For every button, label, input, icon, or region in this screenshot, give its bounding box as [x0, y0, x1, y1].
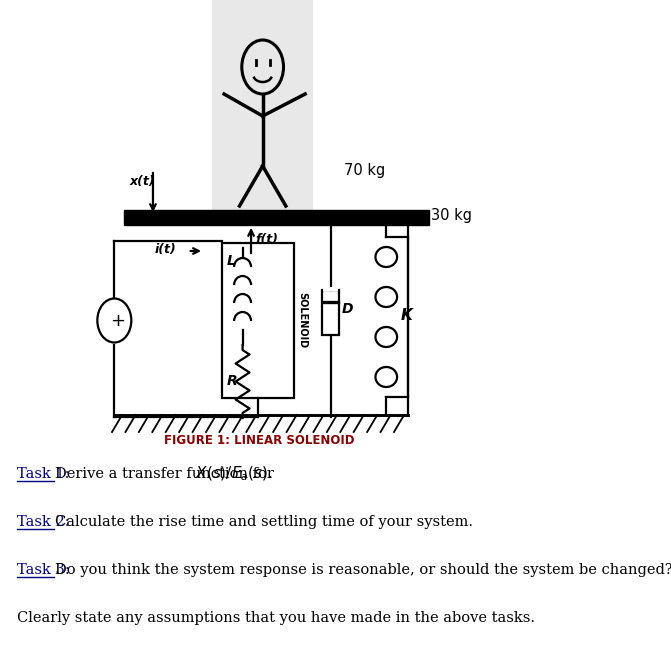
Text: L: L [226, 254, 236, 268]
Bar [223, 243, 294, 398]
Text: R: R [226, 374, 237, 388]
Text: x(t): x(t) [130, 175, 156, 188]
Text: SOLENOID: SOLENOID [297, 293, 307, 349]
Text: Task 1:: Task 1: [17, 467, 74, 481]
Text: 70 kg: 70 kg [344, 163, 385, 178]
Text: Clearly state any assumptions that you have made in the above tasks.: Clearly state any assumptions that you h… [17, 611, 535, 625]
Bar [322, 290, 339, 335]
Text: K: K [400, 308, 412, 323]
Text: FIGURE 1: LINEAR SOLENOID: FIGURE 1: LINEAR SOLENOID [164, 434, 354, 446]
Text: Task 3:: Task 3: [17, 563, 74, 577]
Bar [323, 287, 338, 291]
Text: $X(s)/E_a(s).$: $X(s)/E_a(s).$ [195, 464, 272, 483]
Text: Calculate the rise time and settling time of your system.: Calculate the rise time and settling tim… [55, 515, 473, 529]
Text: +: + [111, 312, 125, 330]
Text: Derive a transfer function for: Derive a transfer function for [55, 467, 278, 481]
Text: 30 kg: 30 kg [431, 208, 472, 223]
Text: D: D [342, 301, 353, 316]
Text: Do you think the system response is reasonable, or should the system be changed?: Do you think the system response is reas… [55, 563, 671, 577]
Text: i(t): i(t) [154, 243, 176, 256]
Text: f(t): f(t) [255, 233, 278, 246]
Text: Task 2:: Task 2: [17, 515, 74, 529]
Bar [213, 0, 313, 220]
Bar [123, 210, 429, 225]
